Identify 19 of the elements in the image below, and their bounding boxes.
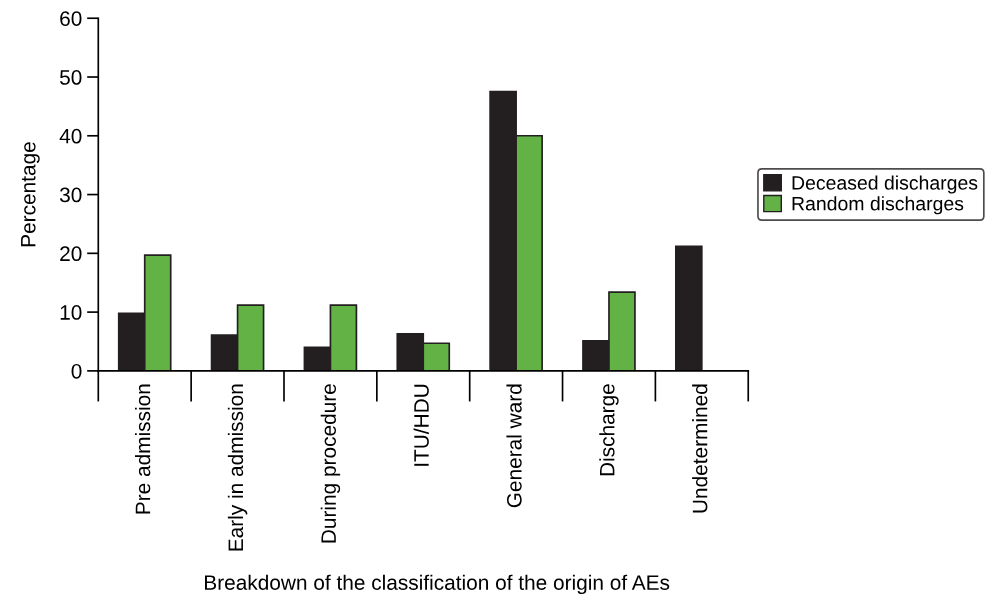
legend-label: Deceased discharges <box>792 175 978 194</box>
x-tick-label: ITU/HDU <box>413 384 429 466</box>
y-axis-title: Percentage <box>21 142 40 247</box>
legend-label: Random discharges <box>792 196 964 215</box>
bar <box>674 245 703 371</box>
y-tick-label: 60 <box>60 11 82 26</box>
x-tick-label: Undetermined <box>692 384 708 513</box>
x-tick-label: During procedure <box>320 384 341 543</box>
y-tick-label: 50 <box>59 70 82 85</box>
y-tick-label: 20 <box>60 246 82 262</box>
y-tick-label: 30 <box>59 187 82 203</box>
x-tick-label: General ward <box>506 384 522 508</box>
x-tick-label: Discharge <box>599 384 619 476</box>
x-tick-label: Pre admission <box>135 384 151 514</box>
y-tick-label: 40 <box>59 128 82 144</box>
x-axis-title: Breakdown of the classification of the origin of AEs <box>205 574 670 595</box>
y-tick-label: 10 <box>60 305 82 320</box>
x-tick-label: Early in admission <box>227 384 248 551</box>
y-tick-label: 0 <box>71 363 82 379</box>
